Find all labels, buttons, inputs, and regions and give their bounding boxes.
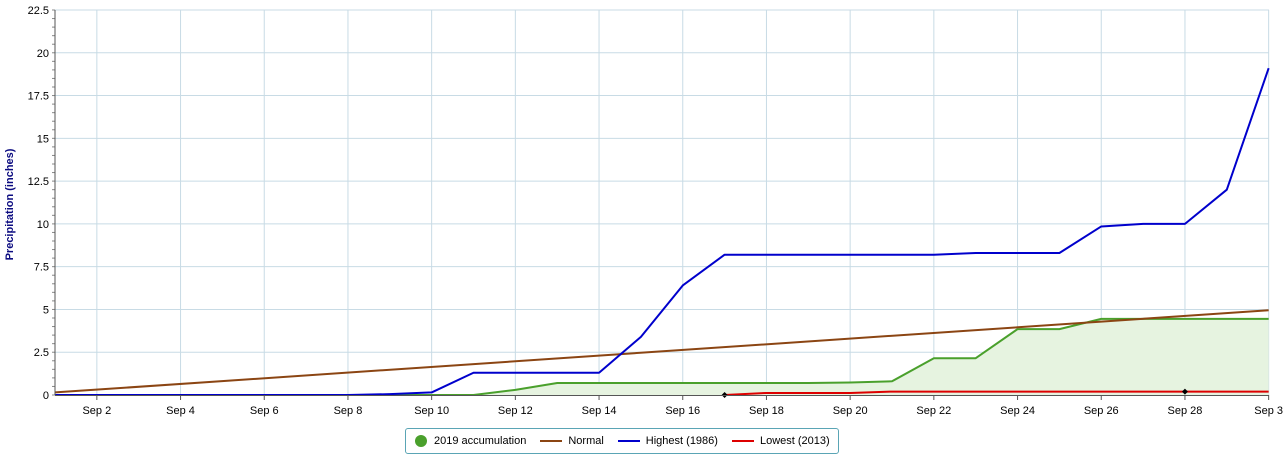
axes: 0 2.5 5 7.5 10 12.5 15 17.5 20 22.5 Sep 2 Sep 4 Sep … [28,5,1283,417]
y-tick-label: 7.5 [34,262,49,274]
series-normal-line [54,309,1269,394]
legend-label: Highest (1986) [645,435,718,447]
y-tick-label: 10 [37,219,49,231]
legend-item[interactable]: Normal [540,429,604,453]
x-tick-label: Sep 6 [250,405,279,417]
y-tick-label: 12.5 [28,176,49,188]
x-tick-label: Sep 14 [582,405,617,417]
legend-item[interactable]: 2019 accumulation [414,429,526,453]
y-tick-label: 0 [43,390,49,402]
x-tick-label: Sep 20 [833,405,868,417]
y-axis-label: Precipitation (inches) [4,148,16,260]
x-tick-label: Sep 10 [414,405,449,417]
y-tick-label: 17.5 [28,91,49,103]
x-tick-label: Sep 12 [498,405,533,417]
x-tick-label: Sep 16 [665,405,700,417]
chart-legend: 2019 accumulation Normal Highest (1986) Low… [405,428,839,454]
series-2019-accumulation-area [55,318,1269,395]
legend-item[interactable]: Lowest (2013) [731,429,830,453]
legend-swatch [731,440,754,442]
x-tick-label: Sep 3 [1254,405,1283,417]
x-tick-label: Sep 26 [1084,405,1119,417]
y-tick-label: 20 [37,48,49,60]
y-tick-label: 2.5 [34,347,49,359]
legend-label: Normal [568,435,604,447]
legend-swatch [540,440,563,442]
y-tick-label: 22.5 [28,5,49,17]
record-marker [1181,388,1188,395]
x-tick-label: Sep 2 [82,405,111,417]
series-layer [54,67,1270,398]
x-tick-label: Sep 8 [334,405,363,417]
y-tick-label: 5 [43,304,49,316]
legend-item[interactable]: Highest (1986) [617,429,718,453]
x-tick-label: Sep 22 [916,405,951,417]
x-tick-label: Sep 18 [749,405,784,417]
legend-swatch [415,435,427,447]
x-tick-label: Sep 4 [166,405,195,417]
x-tick-label: Sep 28 [1168,405,1203,417]
legend-label: 2019 accumulation [434,435,527,447]
legend-label: Lowest (2013) [759,435,830,447]
series-lowest-2013-line [724,390,1269,396]
y-tick-label: 15 [37,133,49,145]
legend-swatch [617,440,640,442]
x-tick-label: Sep 24 [1000,405,1035,417]
